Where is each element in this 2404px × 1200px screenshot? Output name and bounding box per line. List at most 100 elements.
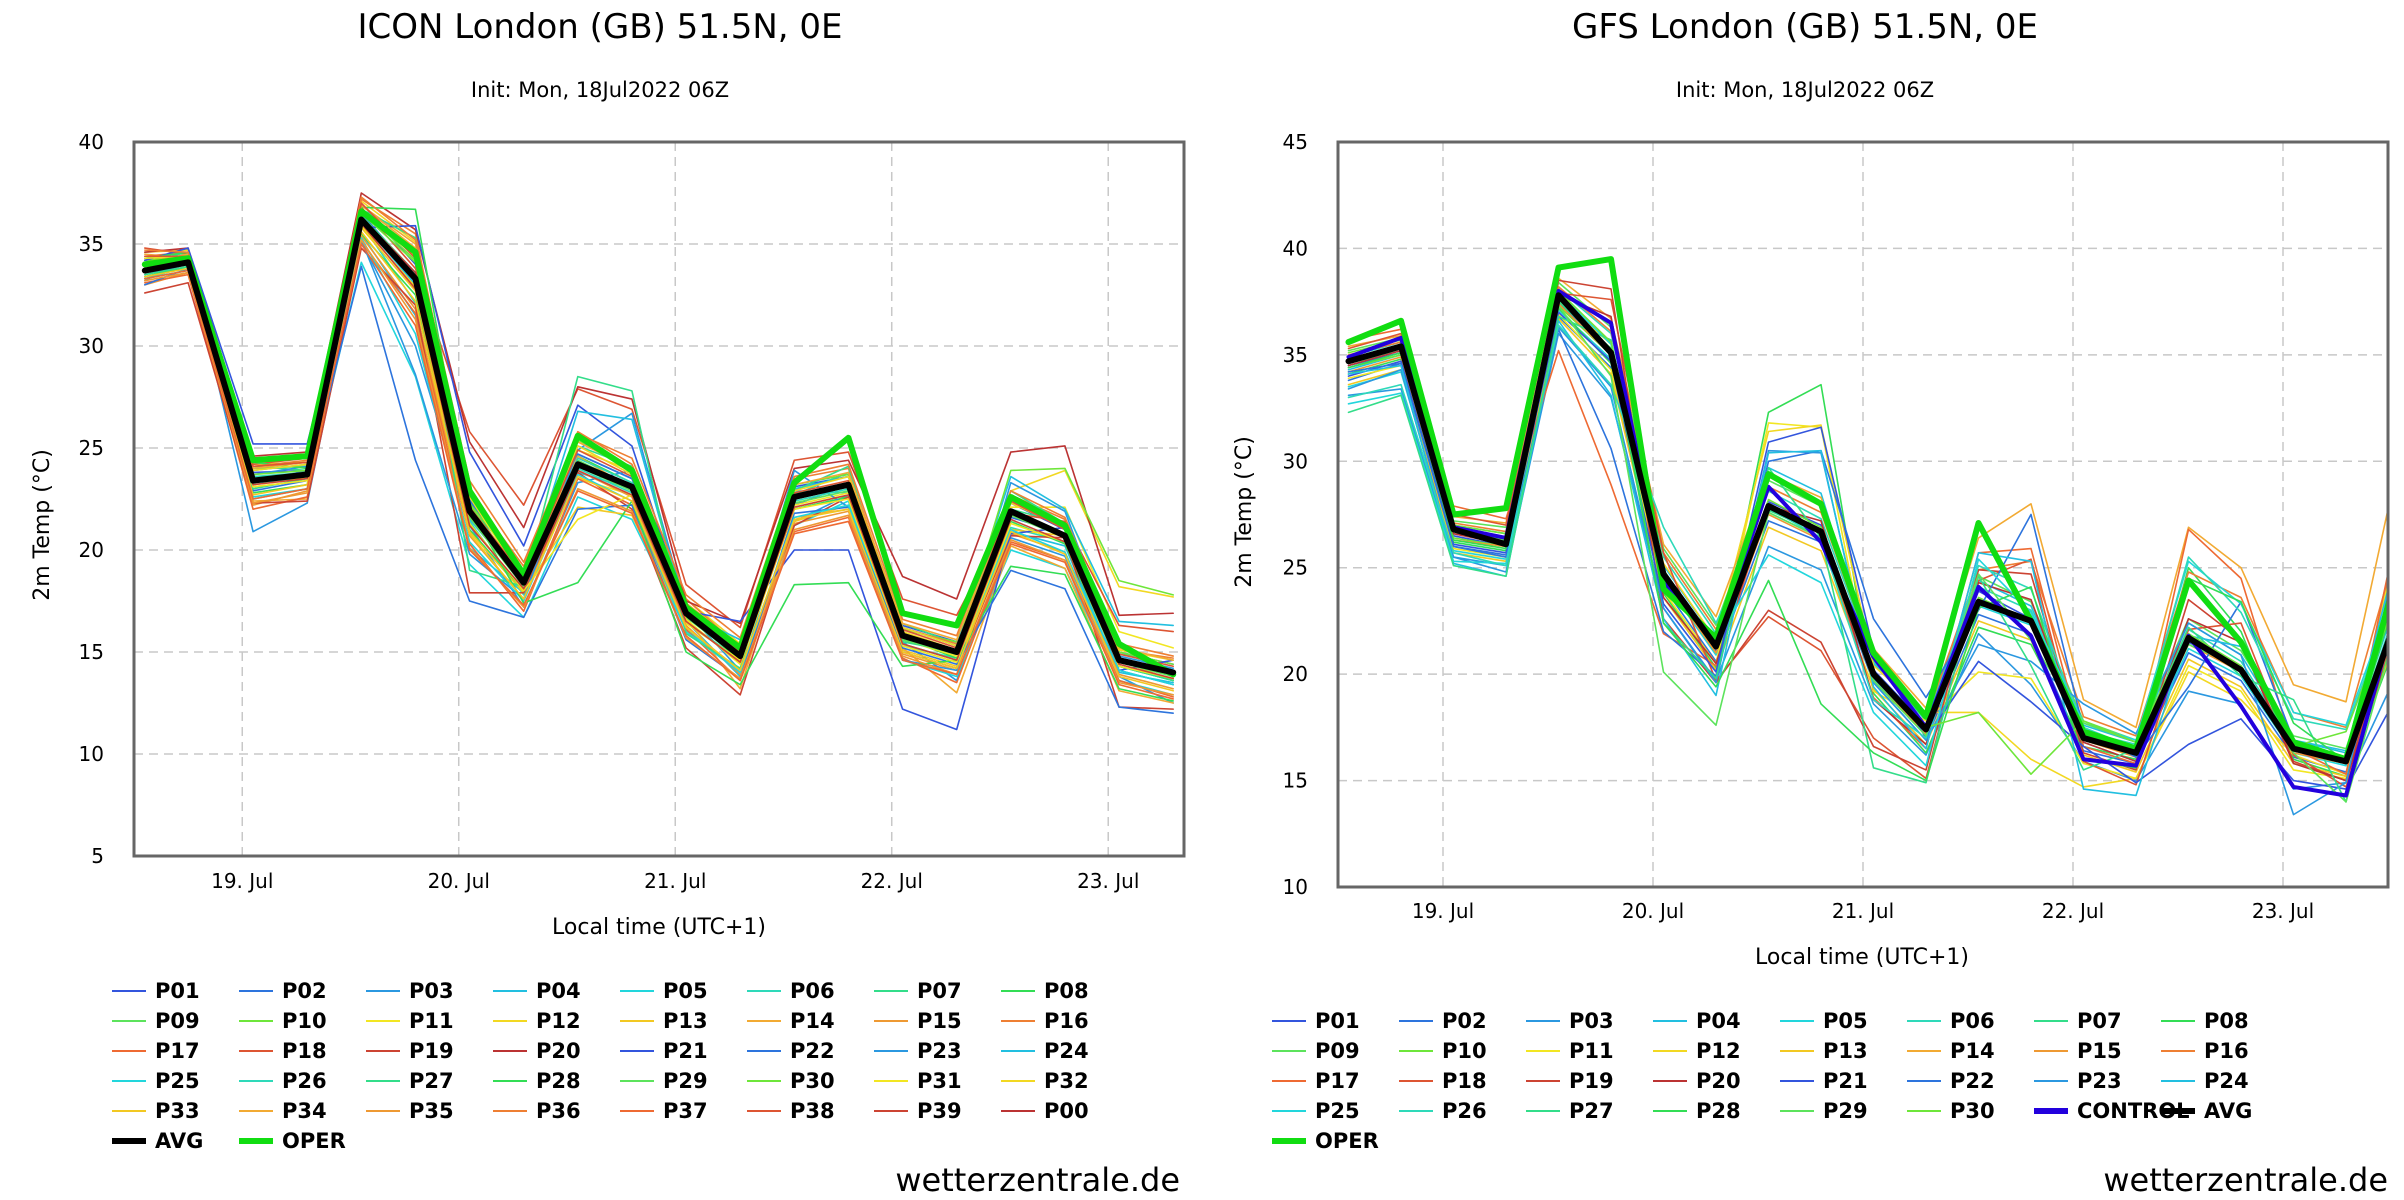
legend: P01 P02 P03 P04 P05 P06 P07 P08 P09 P10 P11 P12 P13 P… [112,979,1089,1153]
y-tick-label: 20 [1283,662,1308,686]
legend-label: P25 [1315,1099,1360,1123]
legend-item-p32: P32 [1001,1069,1089,1093]
y-tick-label: 20 [79,538,104,562]
legend-item-p03: P03 [366,979,454,1003]
legend-label: P15 [917,1009,962,1033]
legend-item-p18: P18 [1399,1069,1487,1093]
series-line-p36 [144,196,1174,657]
legend-item-p05: P05 [620,979,708,1003]
x-axis-label: Local time (UTC+1) [552,915,766,940]
legend-item-p01: P01 [1272,1009,1360,1033]
series-line-p32 [144,210,1174,661]
legend-label: P16 [1044,1009,1089,1033]
legend-item-p11: P11 [366,1009,454,1033]
series-line-oper [141,208,1177,678]
legend-item-p10: P10 [239,1009,327,1033]
legend-label: P25 [155,1069,200,1093]
y-tick-label: 40 [79,130,104,154]
series-line-p27 [1347,315,2388,803]
legend-label: P08 [2204,1009,2249,1033]
legend-label: P37 [663,1099,708,1123]
legend-label: P07 [917,979,962,1003]
series-line-p02 [144,212,1174,686]
series-line-p09 [144,218,1174,674]
series-line-p30 [144,212,1174,653]
legend-item-p26: P26 [239,1069,327,1093]
legend-item-p38: P38 [747,1099,835,1123]
chart-title: GFS London (GB) 51.5N, 0E [1572,7,2038,47]
legend-label: P38 [790,1099,835,1123]
legend-label: P20 [1696,1069,1741,1093]
legend-label: P10 [282,1009,327,1033]
legend-item-p13: P13 [1780,1039,1868,1063]
legend-item-p27: P27 [1526,1099,1614,1123]
legend-label: P22 [1950,1069,1995,1093]
legend-label: P23 [2077,1069,2122,1093]
y-axis-label: 2m Temp (°C) [1232,436,1257,588]
series-line-p03 [1347,332,2388,790]
legend-item-oper: OPER [239,1129,346,1153]
legend-item-p22: P22 [747,1039,835,1063]
legend-label: P30 [1950,1099,1995,1123]
plot-area: 5 10 15 20 25 30 35 40 19. Jul 20. Jul 21. Jul 22. … [79,130,1186,893]
plot-frame [132,140,1186,858]
legend-item-p39: P39 [874,1099,962,1123]
series-line-p38 [144,202,1174,668]
legend-item-p27: P27 [366,1069,454,1093]
legend-label: P19 [1569,1069,1614,1093]
y-tick-label: 10 [1283,875,1308,899]
legend-label: P23 [917,1039,962,1063]
series-line-p37 [144,243,1174,700]
legend-item-p00: P00 [1001,1099,1089,1123]
legend-item-p15: P15 [2034,1039,2122,1063]
x-tick-label: 23. Jul [2252,899,2314,923]
series-line-avg [141,216,1177,676]
y-tick-label: 45 [1283,130,1308,154]
legend-item-p29: P29 [1780,1099,1868,1123]
legend-item-p14: P14 [1907,1039,1995,1063]
legend-item-p36: P36 [493,1099,581,1123]
series-line-p12 [144,200,1174,651]
legend-item-p06: P06 [1907,1009,1995,1033]
legend-label: P11 [1569,1039,1614,1063]
legend-label: P28 [536,1069,581,1093]
legend-label: P00 [1044,1099,1089,1123]
legend-item-p24: P24 [1001,1039,1089,1063]
x-tick-label: 22. Jul [861,869,923,893]
y-tick-label: 30 [79,334,104,358]
watermark: wetterzentrale.de [2103,1161,2388,1199]
legend-label: P14 [1950,1039,1995,1063]
legend-item-p12: P12 [493,1009,581,1033]
legend-label: P26 [1442,1099,1487,1123]
legend-label: AVG [155,1129,203,1153]
legend-label: AVG [2204,1099,2252,1123]
legend-label: P06 [790,979,835,1003]
legend-label: P30 [790,1069,835,1093]
legend-label: P01 [1315,1009,1360,1033]
legend-label: P27 [409,1069,454,1093]
legend-label: P36 [536,1099,581,1123]
plot-frame [1336,140,2390,889]
y-tick-label: 25 [1283,556,1308,580]
legend-label: P11 [409,1009,454,1033]
legend-item-p04: P04 [493,979,581,1003]
legend-item-p04: P04 [1653,1009,1741,1033]
chart-subtitle: Init: Mon, 18Jul2022 06Z [1676,78,1934,102]
legend-item-p10: P10 [1399,1039,1487,1063]
y-tick-label: 15 [79,640,104,664]
series-line-p11 [144,212,1174,661]
y-tick-label: 10 [79,742,104,766]
legend-label: P02 [1442,1009,1487,1033]
legend-label: P35 [409,1099,454,1123]
series-line-oper [1345,256,2388,763]
watermark: wetterzentrale.de [895,1161,1180,1199]
legend-item-p16: P16 [2161,1039,2249,1063]
legend-label: P28 [1696,1099,1741,1123]
legend-item-avg: AVG [112,1129,203,1153]
legend-item-p07: P07 [874,979,962,1003]
series-line-p00 [144,216,1174,676]
legend-item-p14: P14 [747,1009,835,1033]
series-line-p34 [144,204,1174,661]
legend-label: P04 [536,979,581,1003]
legend-item-p21: P21 [620,1039,708,1063]
